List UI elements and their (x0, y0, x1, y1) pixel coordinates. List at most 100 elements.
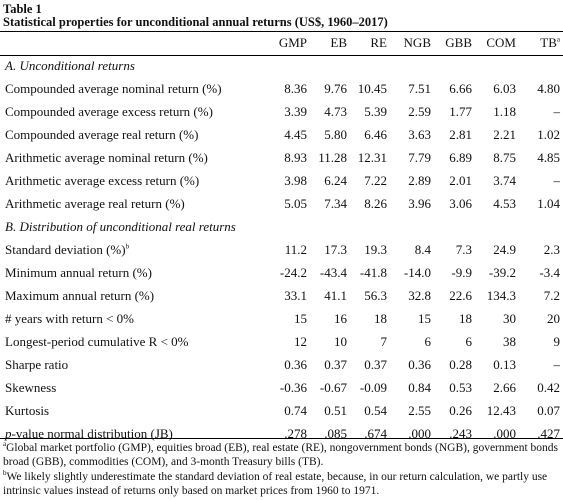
table-cell: 0.36 (408, 356, 431, 372)
table-row: Minimum annual return (%) -24.2 -43.4 -41.8… (0, 261, 563, 284)
table-cell: 7.34 (324, 195, 347, 211)
table-cell: .000 (408, 425, 431, 441)
table-cell: 0.53 (449, 379, 472, 395)
table-row: Arithmetic average real return (%) 5.05 7.… (0, 192, 563, 215)
table-row: Sharpe ratio 0.36 0.37 0.37 0.36 0.28 0.13 – (0, 353, 563, 376)
row-label-text: Compounded average real return (%) (5, 126, 199, 142)
table-cell: 3.06 (449, 195, 472, 211)
table-cell: 0.51 (324, 402, 347, 418)
row-label-text: # years with return < 0% (5, 310, 134, 326)
table-cell: 22.6 (449, 287, 472, 303)
table-cell: 5.80 (324, 126, 347, 142)
table-cell: -9.9 (451, 264, 472, 280)
row-label-text: Sharpe ratio (5, 356, 69, 372)
footnote-mark: a (556, 35, 560, 44)
table-cell: 56.3 (364, 287, 387, 303)
section-heading-row: B. Distribution of unconditional real re… (0, 215, 563, 238)
table-cell: .085 (324, 425, 347, 441)
table-cell: .000 (493, 425, 516, 441)
row-label-text: Longest-period cumulative R < 0% (5, 333, 189, 349)
row-label-text: -value normal distribution (JB) (11, 425, 173, 441)
table-cell: 134.3 (486, 287, 516, 303)
table-cell: 7.2 (543, 287, 560, 303)
table-cell: 19.3 (364, 241, 387, 257)
table-cell: 9.76 (324, 80, 347, 96)
table-cell: 0.37 (324, 356, 347, 372)
table-cell: 8.26 (364, 195, 387, 211)
table-cell: – (553, 172, 561, 188)
row-label-text: Arithmetic average real return (%) (5, 195, 185, 211)
row-label-text: Arithmetic average nominal return (%) (5, 149, 208, 165)
row-label-text: Arithmetic average excess return (%) (5, 172, 200, 188)
table-cell: 12.31 (357, 149, 387, 165)
table-row: Arithmetic average excess return (%) 3.98… (0, 169, 563, 192)
table-cell: 4.80 (537, 80, 560, 96)
table-row: Maximum annual return (%) 33.1 41.1 56.3 32.… (0, 284, 563, 307)
footnote-mark: b (125, 242, 130, 251)
table-cell: .427 (537, 425, 560, 441)
row-label: Arithmetic average nominal return (%) (0, 146, 260, 169)
row-label: Skewness (0, 376, 260, 399)
row-label-prefix: p (5, 425, 12, 441)
row-label-text: Minimum annual return (%) (5, 264, 152, 280)
table-cell: -43.4 (319, 264, 347, 280)
table-cell: 6.66 (449, 80, 472, 96)
row-label-text: Compounded average nominal return (%) (5, 80, 222, 96)
table-cell: 2.01 (449, 172, 472, 188)
column-header: RE (370, 35, 387, 50)
table-cell: 8.75 (493, 149, 516, 165)
section-heading-row: A. Unconditional returns (0, 54, 563, 77)
table-cell: 12 (294, 333, 307, 349)
table-row: Longest-period cumulative R < 0% 12 10 7 6 6 3… (0, 330, 563, 353)
row-label: p-value normal distribution (JB) (0, 422, 260, 445)
row-label: Arithmetic average real return (%) (0, 192, 260, 215)
footnote-mark: b (3, 468, 7, 477)
table-cell: 5.05 (284, 195, 307, 211)
table-cell: 0.37 (364, 356, 387, 372)
row-label: # years with return < 0% (0, 307, 260, 330)
table-cell: -24.2 (279, 264, 307, 280)
table-row: # years with return < 0% 15 16 18 15 18 30 20 (0, 307, 563, 330)
header-rule (0, 55, 563, 56)
table-cell: 3.39 (284, 103, 307, 119)
table-cell: 7 (380, 333, 388, 349)
table-cell: -3.4 (539, 264, 560, 280)
table-cell: 8.36 (284, 80, 307, 96)
table-cell: 11.28 (318, 149, 347, 165)
table-cell: 4.53 (493, 195, 516, 211)
table-cell: .243 (449, 425, 472, 441)
table-cell: 2.21 (493, 126, 516, 142)
table-cell: 2.89 (408, 172, 431, 188)
table-cell: 30 (503, 310, 516, 326)
table-cell: 15 (418, 310, 431, 326)
table-cell: 5.39 (364, 103, 387, 119)
table-cell: 6 (424, 333, 432, 349)
table-cell: 20 (547, 310, 560, 326)
table-row: Arithmetic average nominal return (%) 8.9… (0, 146, 563, 169)
table-cell: 0.13 (493, 356, 516, 372)
table-cell: 0.54 (364, 402, 387, 418)
table-cell: 2.59 (408, 103, 431, 119)
column-header-tb: TBa (519, 32, 563, 54)
table-title: Statistical properties for unconditional… (3, 15, 388, 29)
table-cell: 8.93 (284, 149, 307, 165)
table-cell: 7.22 (364, 172, 387, 188)
column-header: GBB (445, 35, 472, 50)
table-cell: 6.46 (364, 126, 387, 142)
table-cell: 1.04 (537, 195, 560, 211)
table-cell: 10.45 (357, 80, 387, 96)
table-cell: 15 (294, 310, 307, 326)
table-cell: 0.26 (449, 402, 472, 418)
header-blank (0, 32, 260, 54)
table-cell: 18 (374, 310, 387, 326)
table-cell: 4.45 (284, 126, 307, 142)
row-label: Compounded average real return (%) (0, 123, 260, 146)
table-row: Compounded average nominal return (%) 8.3… (0, 77, 563, 100)
table-cell: – (553, 103, 561, 119)
table-cell: 0.42 (537, 379, 560, 395)
top-rule (0, 31, 563, 32)
table-cell: -14.0 (403, 264, 431, 280)
table-cell: 2.81 (449, 126, 472, 142)
footnotes: aGlobal market portfolio (GMP), equities… (3, 441, 559, 498)
row-label: Compounded average excess return (%) (0, 100, 260, 123)
